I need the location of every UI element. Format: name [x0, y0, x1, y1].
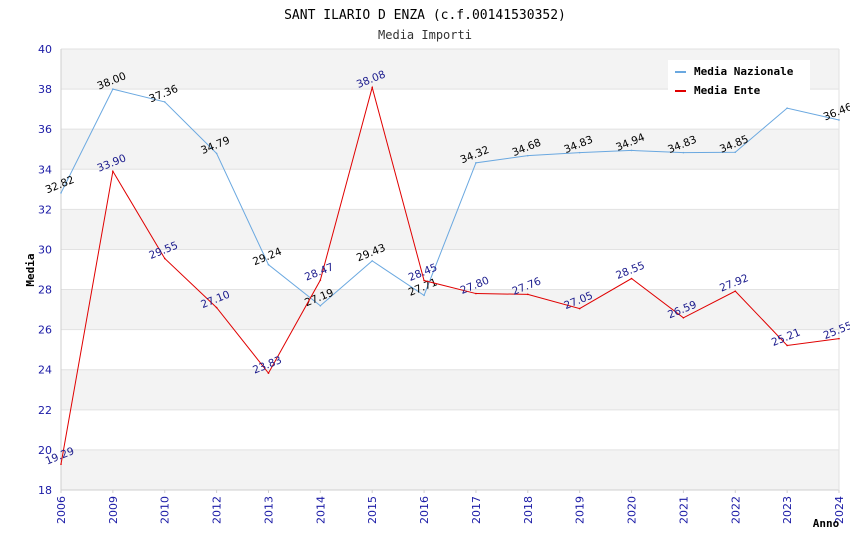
y-tick-label: 18 — [38, 484, 52, 497]
y-tick-label: 32 — [38, 203, 52, 216]
x-axis-title: Anno — [813, 517, 840, 530]
x-tick-label: 2024 — [833, 496, 846, 524]
x-tick-label: 2022 — [729, 496, 742, 524]
data-point-media-ente — [319, 279, 322, 281]
grid-band — [61, 129, 839, 170]
data-point-media-ente — [527, 293, 529, 296]
data-point-media-nazionale — [319, 304, 322, 307]
data-point-media-nazionale — [371, 260, 374, 262]
y-tick-label: 34 — [38, 163, 52, 176]
data-point-media-nazionale — [838, 119, 840, 121]
data-point-media-ente — [163, 257, 166, 260]
y-tick-label: 30 — [38, 243, 52, 256]
legend-box — [668, 60, 810, 102]
series-line-media-nazionale — [60, 88, 840, 307]
x-tick-label: 2023 — [781, 496, 794, 524]
y-tick-label: 40 — [38, 43, 52, 56]
data-point-media-nazionale — [60, 192, 62, 194]
y-tick-label: 26 — [38, 324, 52, 337]
x-tick-label: 2019 — [574, 496, 587, 524]
x-tick-label: 2021 — [677, 496, 690, 524]
data-point-media-ente — [215, 306, 218, 309]
data-point-media-ente — [630, 277, 633, 280]
axes — [60, 49, 840, 491]
legend: Media Nazionale Media Ente — [668, 60, 810, 102]
data-point-media-ente — [423, 279, 425, 282]
data-point-media-ente — [734, 290, 737, 292]
data-point-media-nazionale — [682, 151, 685, 154]
data-point-media-ente — [786, 344, 788, 347]
y-tick-labels: 18 20 22 24 26 28 30 32 34 36 38 40 — [38, 43, 52, 497]
data-point-media-nazionale — [527, 154, 529, 157]
grid-band — [61, 449, 839, 490]
data-point-media-ente — [578, 307, 581, 310]
x-tick-label: 2016 — [418, 496, 431, 524]
data-point-media-ente — [475, 292, 477, 295]
chart-title: SANT ILARIO D ENZA (c.f.00141530352) — [284, 8, 566, 23]
x-tick-label: 2018 — [522, 496, 535, 524]
data-point-media-nazionale — [786, 107, 788, 109]
x-tick-label: 2010 — [159, 496, 172, 524]
x-tick-label: 2014 — [314, 496, 327, 524]
grid-band — [61, 289, 839, 330]
data-point-media-ente — [682, 317, 685, 319]
data-point-media-nazionale — [423, 294, 425, 297]
y-tick-label: 22 — [38, 404, 52, 417]
x-tick-label: 2020 — [626, 496, 639, 524]
legend-label-media-ente: Media Ente — [694, 84, 761, 97]
data-point-media-nazionale — [578, 151, 581, 154]
data-point-media-ente — [838, 337, 840, 340]
data-point-media-nazionale — [267, 263, 270, 266]
grid-band — [61, 369, 839, 410]
chart-subtitle: Media Importi — [378, 28, 472, 42]
y-axis-title: Media — [24, 253, 37, 286]
data-point-media-nazionale — [112, 88, 114, 90]
data-point-media-nazionale — [630, 149, 633, 152]
data-point-media-nazionale — [734, 151, 737, 154]
y-tick-label: 36 — [38, 123, 52, 136]
x-tick-label: 2017 — [470, 496, 483, 524]
y-tick-label: 20 — [38, 444, 52, 457]
x-tick-label: 2015 — [366, 496, 379, 524]
y-tick-label: 24 — [38, 364, 52, 377]
data-point-media-nazionale — [475, 162, 477, 164]
y-tick-label: 28 — [38, 284, 52, 297]
x-tick-label: 2013 — [262, 496, 275, 524]
x-tick-label: 2006 — [55, 496, 68, 524]
data-point-media-ente — [371, 86, 374, 89]
x-tick-labels: 2006 2009 2010 2012 2013 2014 2015 2016 2017 2018… — [55, 490, 846, 524]
legend-label-media-nazionale: Media Nazionale — [694, 65, 794, 78]
data-point-media-nazionale — [163, 101, 166, 103]
y-tick-label: 38 — [38, 83, 52, 96]
x-tick-label: 2012 — [211, 496, 224, 524]
data-point-media-ente — [112, 170, 114, 173]
data-point-media-ente — [267, 372, 270, 374]
data-point-media-ente — [60, 463, 62, 465]
data-point-media-nazionale — [215, 152, 218, 155]
x-tick-label: 2009 — [107, 496, 120, 524]
series-line-media-ente — [60, 85, 840, 465]
